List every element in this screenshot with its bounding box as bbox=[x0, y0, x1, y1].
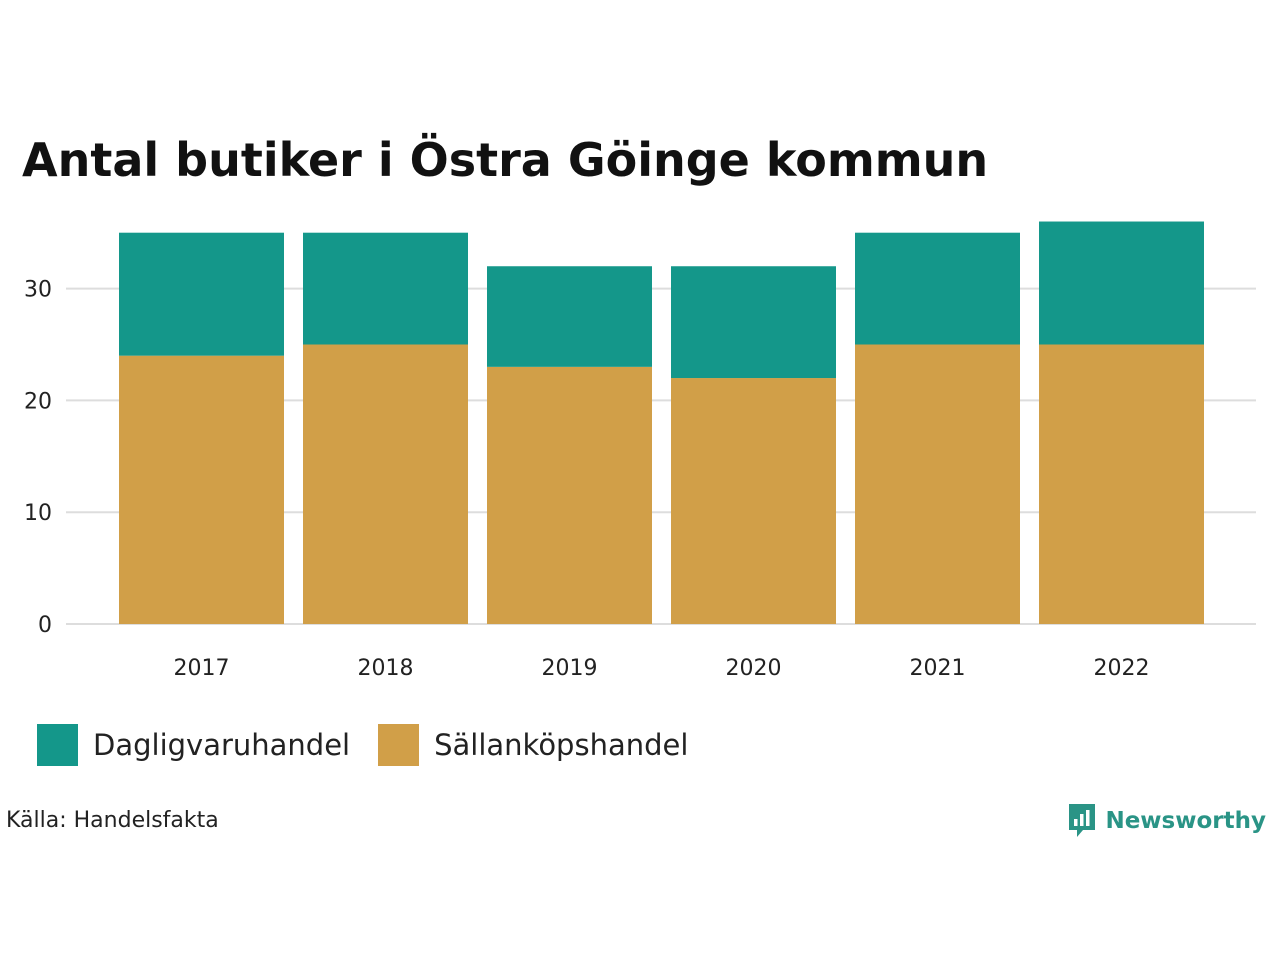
bar-sallankopshandel-2017 bbox=[119, 355, 284, 624]
x-axis-ticks: 2017 2018 2019 2020 2021 2022 bbox=[174, 656, 1150, 681]
chart-title: Antal butiker i Östra Göinge kommun bbox=[22, 133, 989, 187]
bar-sallankopshandel-2018 bbox=[303, 344, 468, 624]
legend-swatch-dagligvaruhandel bbox=[37, 724, 78, 766]
y-axis-ticks: 0 10 20 30 bbox=[24, 278, 52, 638]
source-note: Källa: Handelsfakta bbox=[6, 808, 219, 833]
bar-sallankopshandel-2019 bbox=[487, 366, 652, 624]
y-tick-label: 10 bbox=[24, 501, 52, 526]
x-tick-label: 2021 bbox=[910, 656, 966, 681]
legend-swatch-sallankopshandel bbox=[378, 724, 420, 766]
bar-sallankopshandel-2022 bbox=[1039, 344, 1204, 624]
x-tick-label: 2018 bbox=[358, 656, 414, 681]
legend: Dagligvaruhandel Sällanköpshandel bbox=[37, 724, 716, 766]
x-tick-label: 2017 bbox=[174, 656, 230, 681]
y-tick-label: 0 bbox=[38, 613, 52, 638]
legend-label-sallankopshandel: Sällanköpshandel bbox=[434, 728, 689, 762]
bar-dagligvaruhandel-2017 bbox=[119, 232, 284, 356]
x-tick-label: 2022 bbox=[1094, 656, 1150, 681]
x-tick-label: 2019 bbox=[542, 656, 598, 681]
legend-label-dagligvaruhandel: Dagligvaruhandel bbox=[93, 728, 351, 762]
bar-dagligvaruhandel-2021 bbox=[855, 232, 1020, 345]
newsworthy-logo-icon bbox=[1069, 804, 1096, 837]
y-tick-label: 20 bbox=[24, 389, 52, 414]
legend-item-dagligvaruhandel: Dagligvaruhandel bbox=[37, 724, 350, 766]
y-tick-label: 30 bbox=[24, 278, 52, 303]
bar-sallankopshandel-2021 bbox=[855, 344, 1020, 624]
bar-dagligvaruhandel-2022 bbox=[1039, 221, 1204, 345]
x-tick-label: 2020 bbox=[726, 656, 782, 681]
brand-logo[interactable]: Newsworthy bbox=[1067, 802, 1266, 840]
bar-sallankopshandel-2020 bbox=[671, 378, 836, 624]
bars bbox=[119, 221, 1204, 624]
bar-dagligvaruhandel-2018 bbox=[303, 232, 468, 345]
brand-name: Newsworthy bbox=[1105, 808, 1266, 834]
stacked-bar-chart: 0 10 20 30 2017 2018 2019 2020 2021 2022 bbox=[24, 221, 1256, 681]
bar-dagligvaruhandel-2019 bbox=[487, 266, 652, 367]
bar-dagligvaruhandel-2020 bbox=[671, 266, 836, 379]
legend-item-sallankopshandel: Sällanköpshandel bbox=[378, 724, 688, 766]
